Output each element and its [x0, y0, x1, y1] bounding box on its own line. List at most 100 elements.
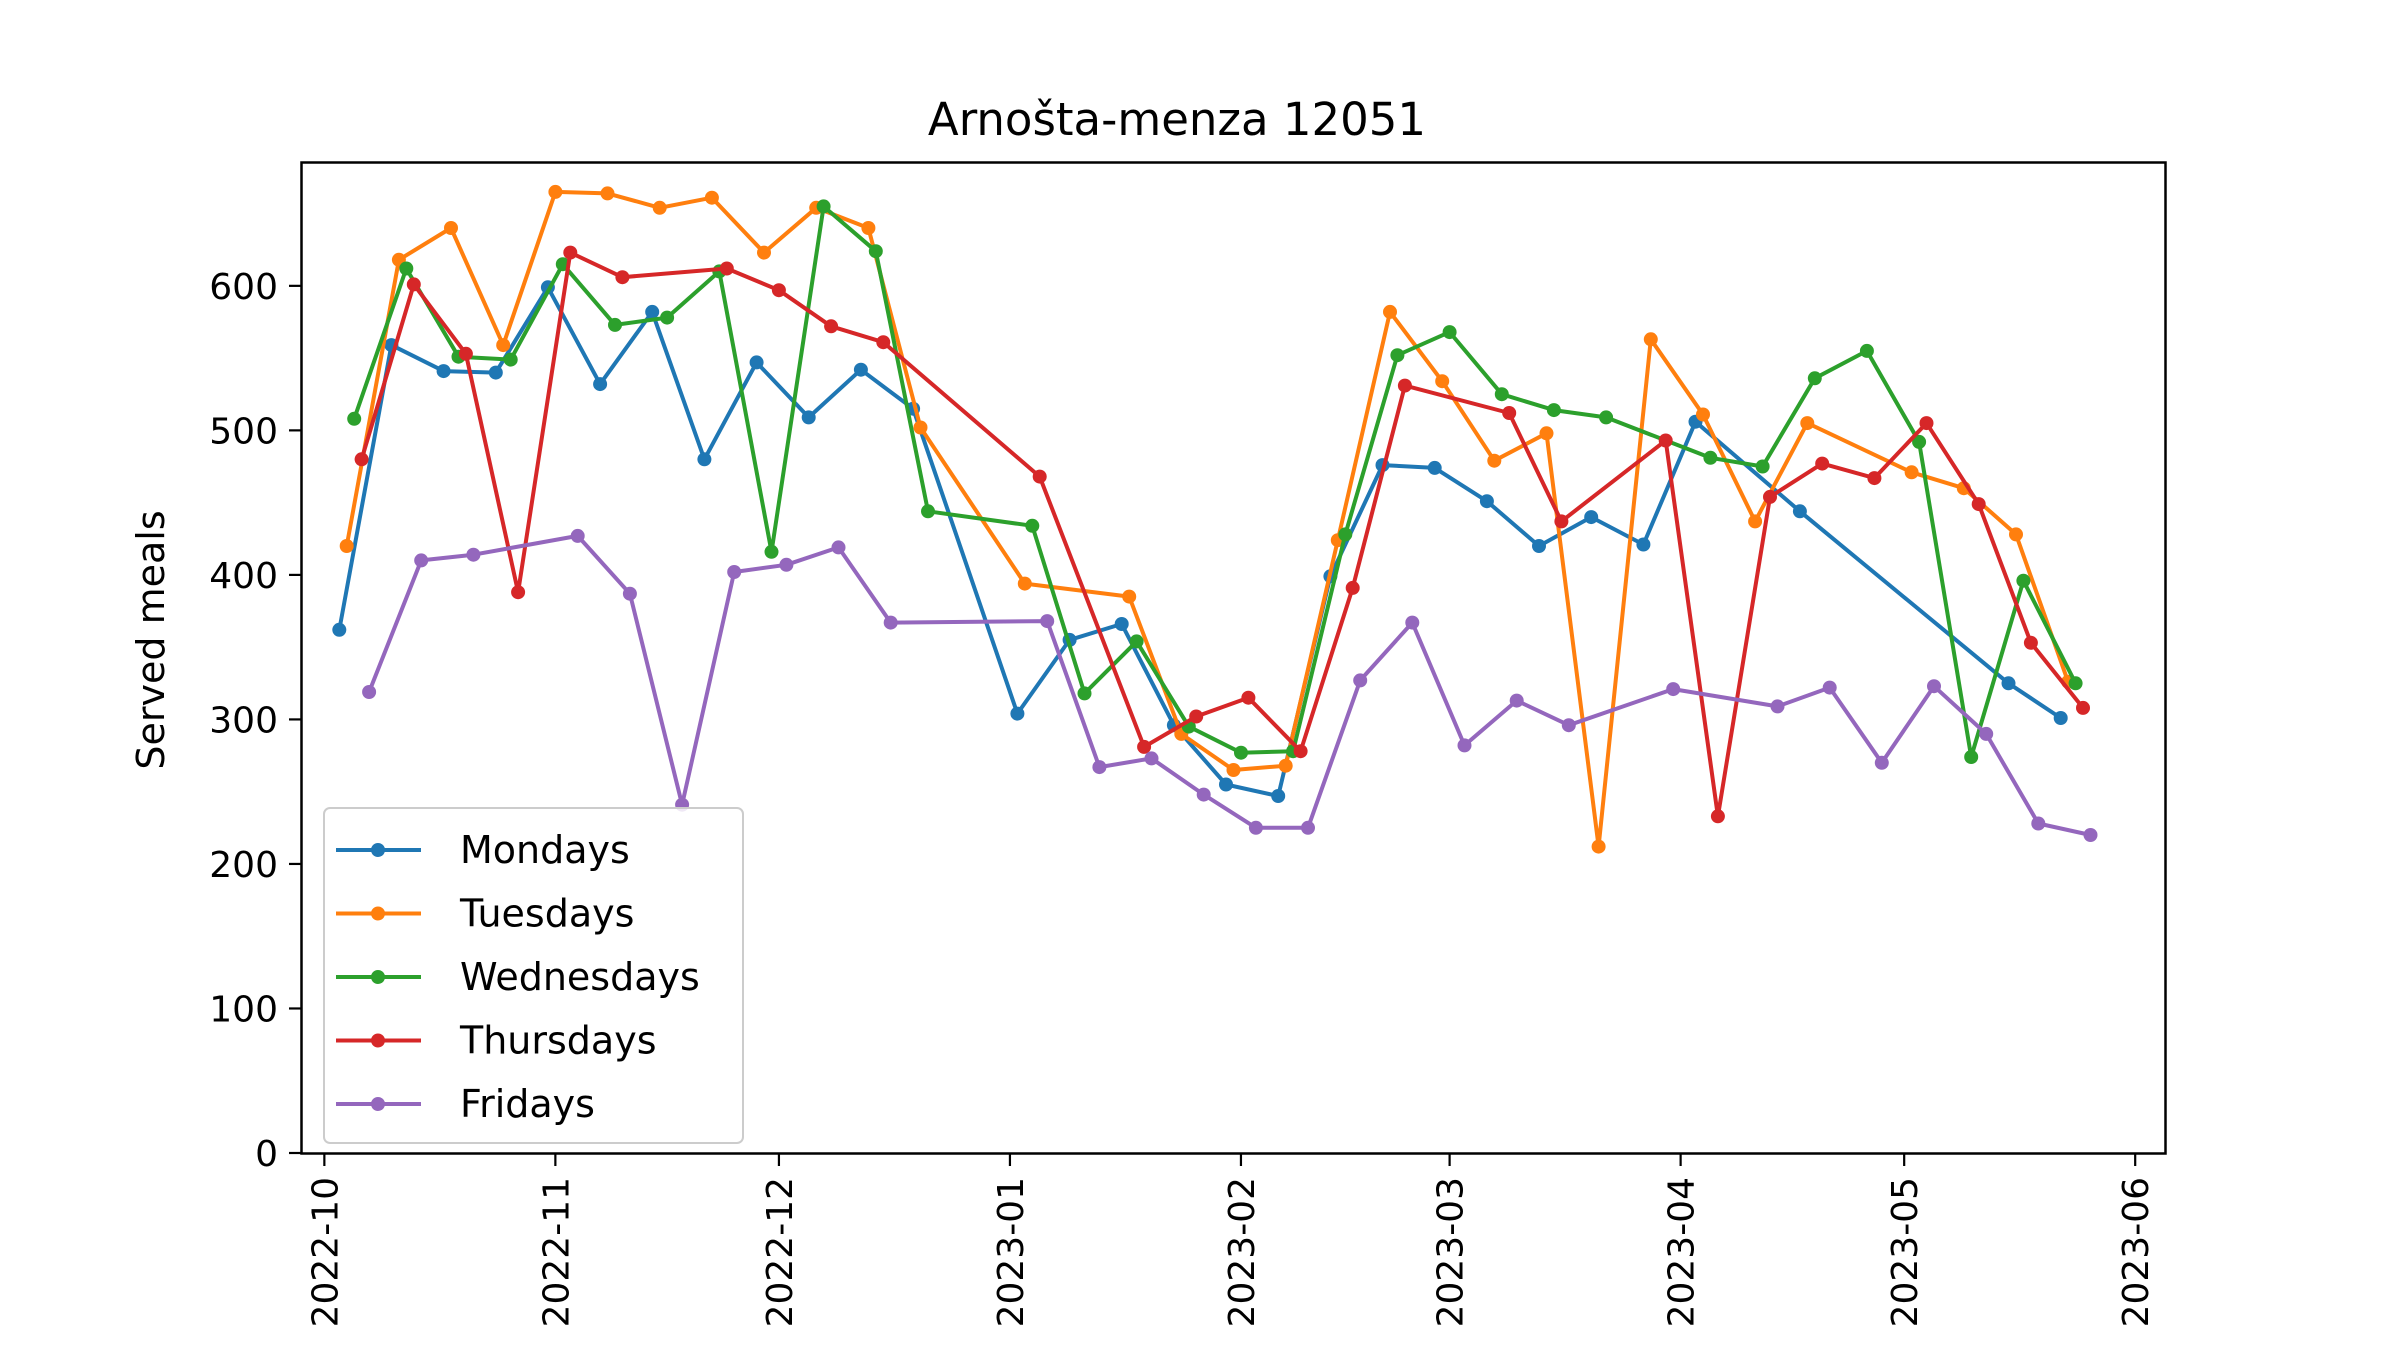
data-point-tuesdays-12: [1017, 576, 1032, 591]
data-point-tuesdays-11: [913, 420, 928, 435]
legend: Mondays Tuesdays Wednesdays Thursdays Friday…: [323, 807, 744, 1144]
data-point-tuesdays-10: [861, 221, 876, 235]
data-point-wednesdays-9: [816, 199, 831, 214]
data-point-wednesdays-25: [1755, 459, 1770, 474]
data-point-wednesdays-13: [1077, 686, 1092, 701]
x-tick-label: 2023-03: [1431, 1177, 1472, 1327]
data-point-mondays-22: [1532, 539, 1546, 553]
y-tick-label: 300: [209, 700, 278, 741]
data-point-wednesdays-8: [764, 544, 779, 559]
legend-label: Tuesdays: [459, 892, 634, 936]
data-point-thursdays-25: [1971, 497, 1986, 512]
data-point-mondays-26: [1792, 504, 1807, 519]
data-point-mondays-28: [2053, 711, 2068, 725]
data-point-fridays-13: [1196, 787, 1211, 802]
data-point-thursdays-20: [1710, 809, 1725, 824]
data-point-thursdays-3: [511, 585, 526, 600]
chart-title: Arnošta-menza 12051: [928, 93, 1426, 146]
data-point-fridays-8: [831, 540, 846, 555]
data-point-mondays-16: [1219, 777, 1233, 792]
data-point-fridays-9: [883, 615, 898, 630]
data-point-tuesdays-4: [548, 184, 563, 199]
data-point-mondays-21: [1479, 494, 1494, 509]
data-point-fridays-17: [1405, 615, 1420, 630]
data-point-tuesdays-23: [1643, 332, 1658, 347]
data-point-tuesdays-26: [1800, 416, 1815, 431]
data-point-mondays-5: [593, 377, 608, 392]
data-point-thursdays-13: [1241, 690, 1256, 705]
data-point-fridays-3: [570, 528, 585, 543]
legend-item-fridays: Fridays: [336, 1082, 595, 1126]
data-point-wednesdays-18: [1338, 527, 1353, 542]
y-axis: 0 100 200 300 400 500 600: [209, 267, 302, 1175]
data-point-fridays-28: [2083, 828, 2098, 842]
data-point-mondays-17: [1271, 789, 1286, 803]
data-point-wednesdays-10: [868, 244, 883, 259]
data-point-thursdays-26: [2023, 635, 2038, 650]
data-point-fridays-14: [1248, 820, 1263, 835]
data-point-mondays-0: [332, 622, 347, 637]
data-point-thursdays-21: [1763, 489, 1777, 504]
legend-box: [323, 807, 744, 1144]
data-point-thursdays-12: [1189, 709, 1204, 724]
data-point-tuesdays-5: [600, 186, 615, 201]
data-point-fridays-4: [622, 586, 637, 601]
data-point-thursdays-9: [876, 335, 891, 350]
data-point-thursdays-17: [1502, 406, 1517, 420]
data-point-fridays-0: [362, 685, 377, 699]
x-tick-label: 2023-04: [1662, 1177, 1703, 1327]
data-point-wednesdays-31: [2068, 676, 2083, 691]
data-point-wednesdays-11: [921, 504, 935, 519]
data-point-mondays-10: [853, 362, 868, 377]
data-point-thursdays-23: [1867, 471, 1882, 486]
data-point-fridays-6: [727, 565, 742, 579]
data-point-tuesdays-18: [1383, 304, 1397, 319]
data-point-thursdays-14: [1293, 744, 1308, 759]
y-tick-label: 400: [209, 556, 278, 597]
data-point-thursdays-22: [1815, 456, 1830, 471]
data-point-tuesdays-21: [1539, 426, 1554, 441]
series-wednesdays: [347, 199, 2083, 764]
x-tick-label: 2023-05: [1885, 1177, 1926, 1327]
data-point-fridays-12: [1144, 751, 1159, 766]
data-point-wednesdays-19: [1390, 348, 1405, 363]
data-point-mondays-7: [697, 452, 712, 467]
data-point-thursdays-11: [1137, 739, 1152, 754]
legend-item-wednesdays: Wednesdays: [336, 955, 700, 999]
legend-marker: [371, 843, 385, 857]
y-tick-label: 100: [209, 989, 278, 1030]
data-point-fridays-2: [466, 547, 481, 562]
data-point-fridays-21: [1666, 682, 1681, 697]
data-point-wednesdays-14: [1129, 634, 1144, 649]
series-thursdays: [354, 245, 2090, 824]
y-tick-label: 200: [209, 845, 278, 886]
legend-marker: [371, 1033, 385, 1048]
series-line-wednesdays: [352, 204, 2078, 759]
legend-label: Fridays: [460, 1082, 595, 1126]
data-point-wednesdays-26: [1807, 371, 1822, 386]
data-point-thursdays-27: [2076, 700, 2090, 715]
y-tick-label: 0: [255, 1134, 278, 1175]
data-point-thursdays-7: [771, 283, 786, 298]
data-point-wednesdays-29: [1964, 750, 1979, 764]
data-point-tuesdays-7: [704, 190, 719, 205]
data-point-tuesdays-25: [1748, 514, 1763, 529]
data-point-mondays-9: [801, 410, 816, 425]
data-point-fridays-16: [1353, 673, 1368, 688]
data-point-wednesdays-22: [1546, 403, 1561, 418]
series-line-thursdays: [359, 250, 2085, 819]
data-point-wednesdays-1: [399, 261, 414, 276]
data-point-wednesdays-0: [347, 411, 362, 426]
data-point-thursdays-5: [615, 270, 630, 285]
data-point-tuesdays-27: [1904, 465, 1919, 480]
data-point-wednesdays-30: [2016, 573, 2031, 588]
data-point-mondays-2: [436, 364, 451, 379]
data-point-fridays-25: [1927, 679, 1941, 694]
data-point-fridays-20: [1561, 718, 1576, 733]
data-point-fridays-18: [1457, 738, 1472, 753]
data-point-fridays-10: [1040, 614, 1055, 629]
data-point-fridays-19: [1509, 693, 1524, 708]
x-tick-label: 2023-06: [2116, 1177, 2157, 1327]
data-point-tuesdays-0: [339, 539, 354, 553]
